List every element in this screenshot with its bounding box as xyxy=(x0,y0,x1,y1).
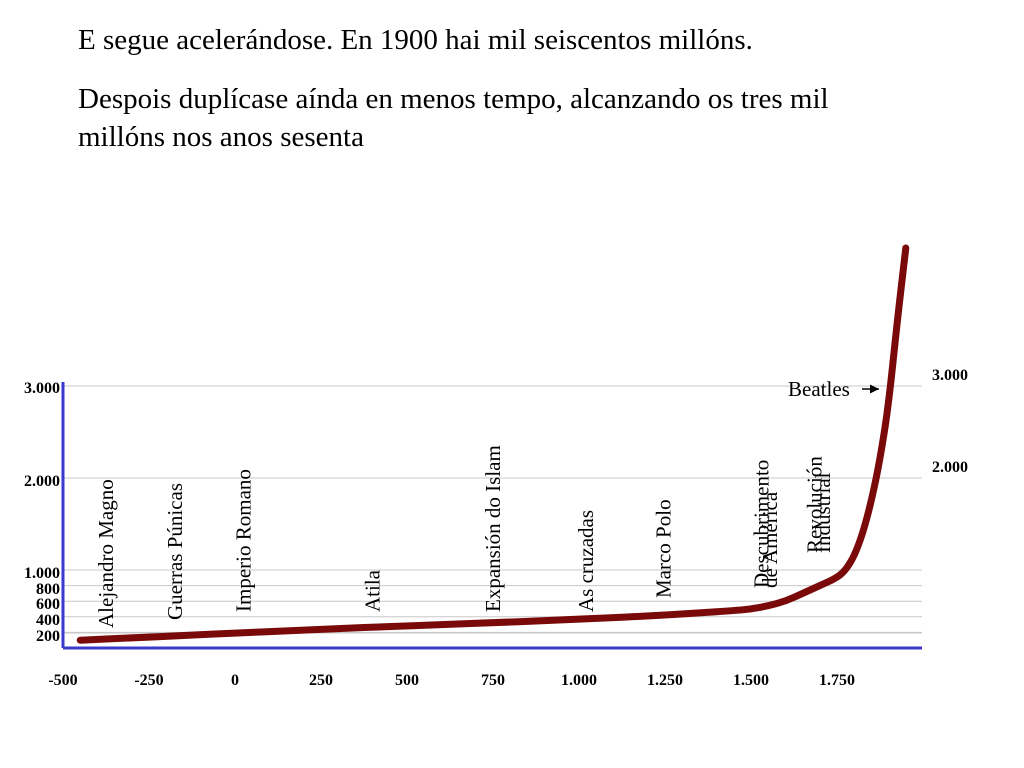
x-tick-label: -500 xyxy=(48,672,77,689)
y-tick-label: 3.000 xyxy=(24,380,60,397)
y-tick-label: 400 xyxy=(36,612,60,629)
event-label: de América xyxy=(758,491,782,588)
event-label: Alejandro Magno xyxy=(94,479,118,628)
y-tick-label-right: 2.000 xyxy=(932,459,968,476)
axes xyxy=(61,382,922,650)
x-tick-label: -250 xyxy=(134,672,163,689)
y-tick-label: 1.000 xyxy=(24,565,60,582)
x-tick-label: 1.000 xyxy=(561,672,597,689)
event-label: Guerras Púnicas xyxy=(163,483,187,620)
population-line xyxy=(76,244,910,644)
y-tick-label: 2.000 xyxy=(24,473,60,490)
x-tick-label: 750 xyxy=(481,672,505,689)
y-tick-label: 800 xyxy=(36,581,60,598)
tick-labels: 3.0002.0001.0008006004002003.0002.000-50… xyxy=(24,367,968,689)
x-tick-label: 1.500 xyxy=(733,672,769,689)
x-tick-label: 1.750 xyxy=(819,672,855,689)
annotation-label: Beatles xyxy=(788,377,850,401)
slide-subtitle: Despois duplícase aínda en menos tempo, … xyxy=(78,83,829,153)
event-labels: Alejandro Magno Guerras Púnicas Imperio Ro… xyxy=(94,445,835,628)
y-tick-label: 200 xyxy=(36,628,60,645)
event-label: Expansión do Islam xyxy=(481,445,505,612)
event-label: Descubrimento xyxy=(749,460,773,588)
x-tick-label: 1.250 xyxy=(647,672,683,689)
x-tick-label: 0 xyxy=(231,672,239,689)
event-label: Revolución xyxy=(803,456,827,553)
event-label: Atila xyxy=(361,569,385,612)
event-label: Marco Polo xyxy=(651,499,675,598)
series-layer xyxy=(76,244,910,644)
event-label: Industrial xyxy=(811,472,835,553)
annotations: Beatles xyxy=(788,377,879,401)
y-tick-label: 600 xyxy=(36,596,60,613)
event-label: Imperio Romano xyxy=(232,469,256,612)
x-tick-label: 500 xyxy=(395,672,419,689)
y-tick-label-right: 3.000 xyxy=(932,367,968,384)
x-tick-label: 250 xyxy=(309,672,333,689)
slide-title: E segue acelerándose. En 1900 hai mil se… xyxy=(78,24,753,56)
event-label: As cruzadas xyxy=(574,510,598,612)
